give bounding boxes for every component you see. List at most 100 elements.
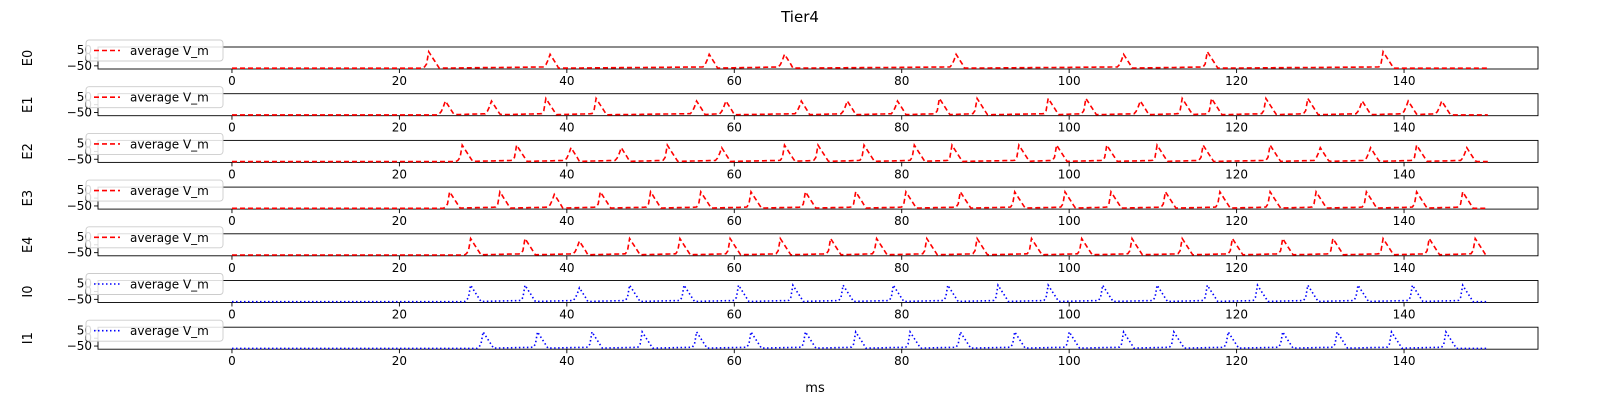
x-tick-label: 0 bbox=[228, 214, 236, 228]
figure-title: Tier4 bbox=[780, 8, 819, 26]
y-axis-label: I1 bbox=[21, 332, 36, 344]
y-axis-label: E1 bbox=[21, 96, 36, 113]
x-tick-label: 80 bbox=[894, 167, 909, 181]
x-tick-label: 60 bbox=[727, 308, 742, 322]
legend-box bbox=[85, 226, 224, 249]
x-tick-label: 120 bbox=[1225, 354, 1248, 368]
x-tick-label: 60 bbox=[727, 214, 742, 228]
x-tick-label: 20 bbox=[392, 167, 407, 181]
x-tick-label: 0 bbox=[228, 354, 236, 368]
legend-label: average V_m bbox=[130, 44, 209, 58]
y-tick-label: −50 bbox=[67, 339, 92, 353]
x-tick-label: 140 bbox=[1393, 74, 1416, 88]
x-tick-label: 40 bbox=[559, 167, 574, 181]
x-tick-label: 100 bbox=[1058, 167, 1081, 181]
y-tick-label: −50 bbox=[67, 106, 92, 120]
x-tick-label: 100 bbox=[1058, 74, 1081, 88]
legend-box bbox=[85, 39, 224, 62]
x-tick-label: 120 bbox=[1225, 74, 1248, 88]
x-tick-label: 60 bbox=[727, 121, 742, 135]
x-tick-label: 100 bbox=[1058, 214, 1081, 228]
x-tick-label: 100 bbox=[1058, 354, 1081, 368]
legend-label: average V_m bbox=[130, 137, 209, 151]
legend-label: average V_m bbox=[130, 278, 209, 292]
x-tick-label: 40 bbox=[559, 74, 574, 88]
y-tick-label: −50 bbox=[67, 199, 92, 213]
legend-label: average V_m bbox=[130, 231, 209, 245]
y-axis-label: I0 bbox=[21, 285, 36, 297]
legend: average V_m bbox=[85, 273, 224, 295]
series-line-average-vm bbox=[232, 282, 1488, 303]
x-tick-label: 60 bbox=[727, 167, 742, 181]
x-tick-label: 80 bbox=[894, 308, 909, 322]
x-axis-label: ms bbox=[805, 381, 825, 396]
x-tick-label: 0 bbox=[228, 261, 236, 275]
x-tick-label: 80 bbox=[894, 214, 909, 228]
x-tick-label: 140 bbox=[1393, 354, 1416, 368]
legend: average V_m bbox=[85, 39, 224, 62]
x-tick-label: 80 bbox=[894, 354, 909, 368]
series-line-average-vm bbox=[232, 236, 1488, 256]
x-tick-label: 0 bbox=[228, 74, 236, 88]
x-tick-label: 40 bbox=[559, 308, 574, 322]
x-tick-label: 20 bbox=[392, 261, 407, 275]
x-tick-label: 60 bbox=[727, 354, 742, 368]
x-tick-label: 20 bbox=[392, 74, 407, 88]
y-axis-label: E3 bbox=[21, 190, 36, 207]
x-tick-label: 120 bbox=[1225, 121, 1248, 135]
x-tick-label: 40 bbox=[559, 261, 574, 275]
x-tick-label: 20 bbox=[392, 121, 407, 135]
x-tick-label: 40 bbox=[559, 354, 574, 368]
x-tick-label: 40 bbox=[559, 214, 574, 228]
axes-frame bbox=[97, 326, 1539, 350]
axes-frame bbox=[97, 233, 1539, 257]
legend-box bbox=[85, 273, 224, 295]
x-tick-label: 80 bbox=[894, 74, 909, 88]
legend-box bbox=[85, 319, 224, 342]
x-tick-label: 140 bbox=[1393, 214, 1416, 228]
legend-label: average V_m bbox=[130, 324, 209, 338]
x-tick-label: 100 bbox=[1058, 308, 1081, 322]
legend: average V_m bbox=[85, 86, 224, 109]
x-tick-label: 40 bbox=[559, 121, 574, 135]
axes-frame bbox=[97, 46, 1539, 70]
x-tick-label: 140 bbox=[1393, 167, 1416, 181]
x-tick-label: 120 bbox=[1225, 167, 1248, 181]
legend: average V_m bbox=[85, 179, 224, 202]
x-tick-label: 0 bbox=[228, 308, 236, 322]
series-line-average-vm bbox=[232, 189, 1488, 210]
x-tick-label: 60 bbox=[727, 74, 742, 88]
legend-box bbox=[85, 132, 224, 155]
axes-frame bbox=[97, 186, 1539, 210]
legend-label: average V_m bbox=[130, 184, 209, 198]
axes-frame bbox=[97, 93, 1539, 117]
series-line-average-vm bbox=[232, 96, 1488, 116]
x-tick-label: 100 bbox=[1058, 261, 1081, 275]
x-tick-label: 120 bbox=[1225, 261, 1248, 275]
x-tick-label: 100 bbox=[1058, 121, 1081, 135]
legend: average V_m bbox=[85, 226, 224, 249]
x-tick-label: 20 bbox=[392, 354, 407, 368]
series-line-average-vm bbox=[232, 142, 1488, 163]
legend-box bbox=[85, 179, 224, 202]
x-tick-label: 140 bbox=[1393, 121, 1416, 135]
x-tick-label: 80 bbox=[894, 121, 909, 135]
x-tick-label: 80 bbox=[894, 261, 909, 275]
legend: average V_m bbox=[85, 319, 224, 342]
y-axis-label: E2 bbox=[21, 143, 36, 160]
series-line-average-vm bbox=[232, 49, 1488, 69]
x-tick-label: 20 bbox=[392, 308, 407, 322]
y-tick-label: −50 bbox=[67, 152, 92, 166]
x-tick-label: 60 bbox=[727, 261, 742, 275]
x-tick-label: 20 bbox=[392, 214, 407, 228]
x-tick-label: 120 bbox=[1225, 308, 1248, 322]
y-tick-label: −50 bbox=[67, 292, 92, 306]
x-tick-label: 0 bbox=[228, 167, 236, 181]
